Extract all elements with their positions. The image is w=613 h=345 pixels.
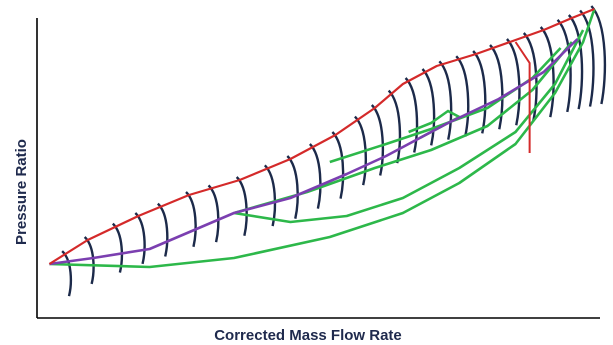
speed-line	[387, 89, 402, 164]
speed-line	[83, 236, 95, 285]
operating-lines	[49, 38, 579, 266]
speed-line	[455, 55, 470, 137]
speed-line	[134, 212, 146, 265]
speed-line	[438, 60, 453, 140]
speed-line	[308, 143, 322, 209]
speed-line	[472, 50, 487, 134]
speed-line	[567, 14, 584, 110]
y-axis-label: Pressure Ratio	[13, 139, 30, 245]
operating-line	[49, 38, 579, 266]
speed-line	[156, 202, 169, 257]
speed-line	[556, 18, 572, 113]
efficiency-contour	[49, 8, 596, 269]
speed-line	[61, 250, 73, 297]
speed-line	[286, 155, 299, 219]
x-axis-label: Corrected Mass Flow Rate	[214, 327, 402, 344]
speed-line	[235, 176, 248, 237]
speed-line	[539, 26, 555, 118]
speed-line	[331, 131, 345, 199]
speed-line	[421, 68, 436, 146]
efficiency-contours	[49, 8, 596, 269]
surge-line	[514, 41, 531, 153]
surge-line	[48, 7, 595, 265]
speed-line	[404, 77, 419, 153]
speed-lines	[61, 5, 607, 297]
speed-line	[489, 44, 504, 130]
efficiency-contour	[233, 29, 585, 224]
speed-line	[207, 184, 220, 243]
speed-line	[505, 38, 521, 126]
speed-line	[185, 191, 197, 248]
efficiency-contour	[233, 41, 573, 215]
speed-line	[370, 104, 385, 176]
speed-line	[579, 9, 595, 107]
surge-lines	[48, 7, 595, 265]
speed-line	[590, 5, 607, 105]
